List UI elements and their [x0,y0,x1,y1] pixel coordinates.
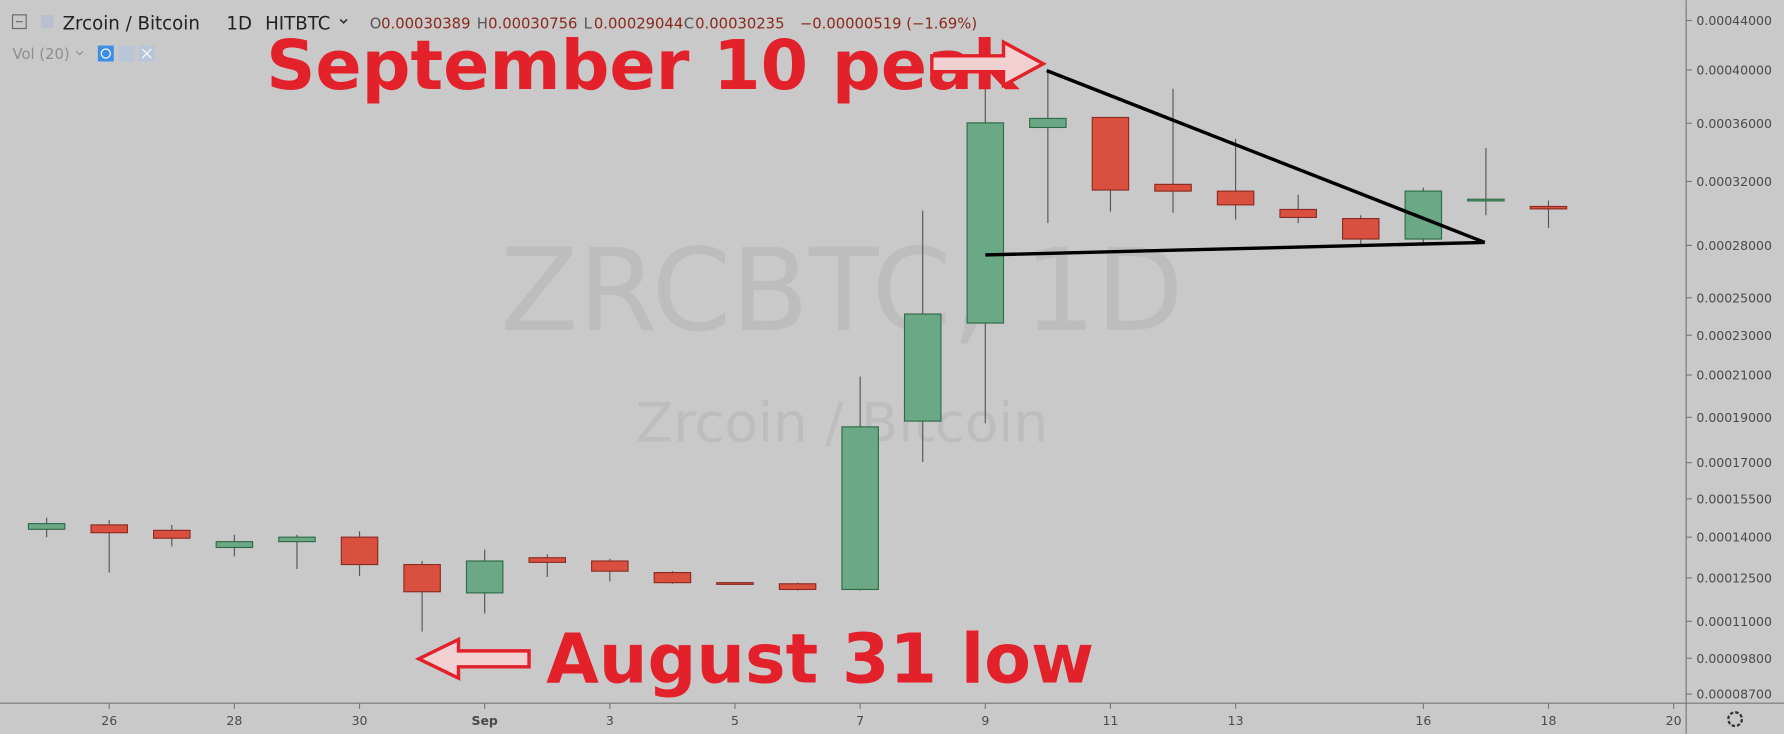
y-tick-label: 0.00009800 [1696,651,1772,666]
header-low-label: L [584,16,593,33]
y-tick-label: 0.00032000 [1696,174,1772,189]
header-close-label: C [684,16,694,33]
candle-body [1341,218,1380,240]
annotation: August 31 low [546,621,1094,700]
remove-icon-glyph [141,48,152,59]
symbol-title[interactable]: Zrcoin / Bitcoin [63,14,200,35]
x-tick-label: 30 [352,713,368,728]
candle-body [90,524,128,534]
y-tick-label: 0.00044000 [1696,13,1772,28]
hide-icon-glyph [100,48,111,59]
candle-body [528,557,567,563]
candle-body [1091,116,1130,191]
candle-body [1154,183,1192,192]
candle-body [841,426,879,591]
y-tick-label: 0.00008700 [1696,687,1772,702]
candle-body [215,541,254,549]
header-high: 0.00030756 [488,16,577,33]
x-tick-label: 28 [226,713,242,728]
settings-icon[interactable] [118,45,135,62]
x-tick-label: Sep [471,713,497,728]
arrow [930,39,1047,89]
y-tick-label: 0.00014000 [1696,530,1772,545]
candle-body [966,122,1005,324]
trend-line [985,240,1485,257]
hide-icon[interactable] [97,45,114,62]
volume-indicator[interactable]: Vol (20) [13,46,70,63]
trend-line [1046,69,1486,245]
indicator-caret[interactable] [75,50,84,56]
candle-body [278,536,316,543]
candle-body [340,536,379,566]
x-tick-label: 9 [981,713,989,728]
y-tick-label: 0.00017000 [1696,455,1772,470]
header-high-label: H [477,16,488,33]
settings-gear[interactable] [1727,711,1744,728]
x-tick-label: 16 [1415,713,1431,728]
candle-body [27,523,66,530]
y-tick-label: 0.00015500 [1696,491,1772,506]
candle-body [153,529,191,539]
candle-body [1529,205,1568,210]
candle-body [403,563,441,593]
y-tick-label: 0.00012500 [1696,570,1772,585]
candle-body [716,582,754,585]
x-tick-label: 18 [1541,713,1557,728]
watermark: ZRCBTC, 1D [500,224,1183,357]
x-tick-label: 7 [856,713,864,728]
candle-body [1029,117,1067,129]
y-tick-label: 0.00023000 [1696,328,1772,343]
x-tick-label: 20 [1666,713,1682,728]
x-tick-label: 3 [606,713,614,728]
x-tick-label: 5 [731,713,739,728]
header-low: 0.00029044 [594,16,683,33]
collapse-icon[interactable] [11,14,27,30]
x-tick-label: 26 [101,713,117,728]
candle-body [778,583,817,591]
annotation: September 10 peak [266,27,1020,106]
candle-body [1279,208,1317,219]
arrow [414,636,531,681]
y-tick-label: 0.00025000 [1696,290,1772,305]
candle-body [1467,198,1505,202]
y-tick-label: 0.00011000 [1696,614,1772,629]
header-open-label: O [370,16,382,33]
candle-body [903,313,942,422]
symbol-icon [40,14,54,29]
header-close: 0.00030235 [695,16,784,33]
candle-body [1216,190,1255,206]
y-tick-label: 0.00019000 [1696,410,1772,425]
header-open: 0.00030389 [381,16,470,33]
x-tick-label: 13 [1228,713,1244,728]
header-change: −0.00000519 (−1.69%) [800,16,977,33]
x-tick-label: 11 [1102,713,1118,728]
y-tick-label: 0.00040000 [1696,62,1772,77]
candle-body [653,571,692,584]
y-tick-label: 0.00021000 [1696,368,1772,383]
candle-body [465,560,504,594]
y-tick-label: 0.00028000 [1696,238,1772,253]
y-axis: 0.00008700 0.00009800 0.00011000 0.00012500… [1686,13,1772,702]
dropdown-caret[interactable] [339,18,348,24]
candle-body [591,560,629,572]
y-tick-label: 0.00036000 [1696,116,1772,131]
interval[interactable]: 1D [226,14,252,35]
exchange[interactable]: HITBTC [265,14,330,35]
x-axis: 26 28 30 Sep 3 5 7 9 11 13 16 18 20 [101,703,1682,728]
